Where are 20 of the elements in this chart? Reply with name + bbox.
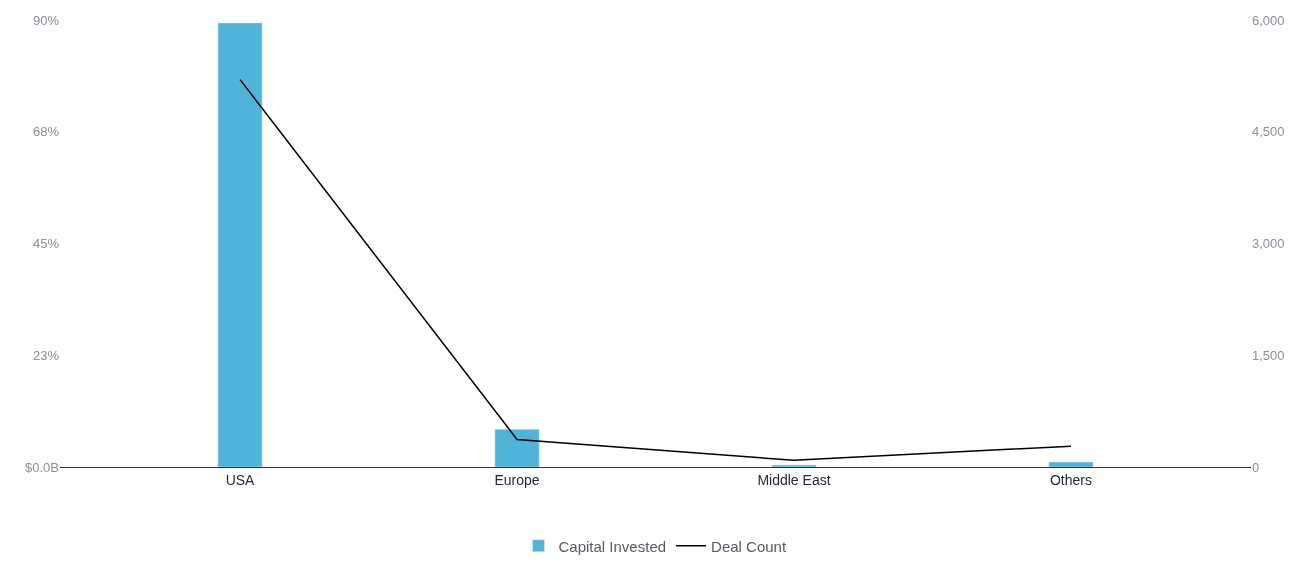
x-tick-label: Middle East [757,471,831,488]
y2-tick-label: 3,000 [1252,236,1285,252]
y2-tick-label: 6,000 [1252,12,1285,28]
legend-label: Deal Count [711,537,787,555]
y-tick-label: 90% [32,12,60,28]
x-tick-label: Others [1049,471,1092,488]
y2-tick-label: 4,500 [1252,124,1285,140]
y-tick-label: 23% [32,347,60,363]
bar [494,429,540,467]
line-series [239,78,1072,462]
y2-tick-label: 1,500 [1252,347,1285,363]
y-tick-label: 68% [32,124,60,140]
legend-label: Capital Invested [558,537,667,555]
y2-tick-label: 0 [1252,459,1260,475]
bar [217,22,263,467]
y-tick-label: 45% [32,236,60,252]
y-tick-label: $0.0B [25,459,59,475]
bar [1048,461,1094,467]
x-tick-label: Europe [494,471,540,488]
x-tick-label: USA [225,471,256,488]
